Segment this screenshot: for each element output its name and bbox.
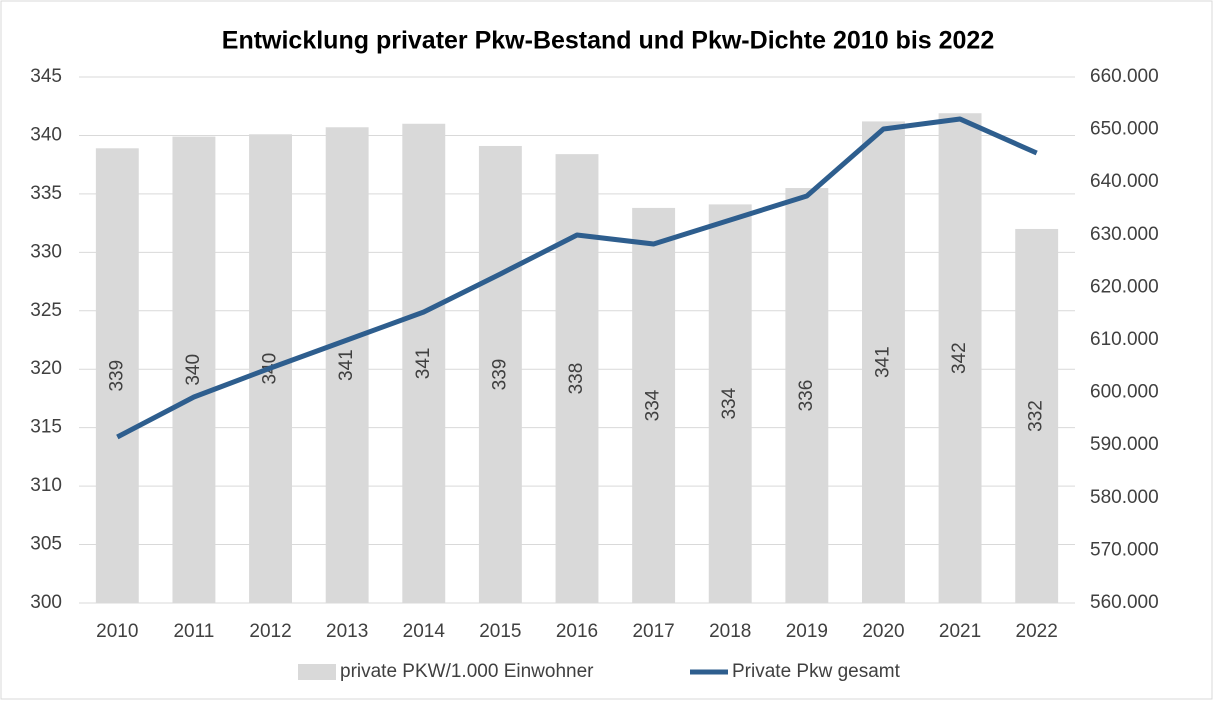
x-tick-label: 2014 bbox=[403, 621, 446, 642]
bar-value-label: 341 bbox=[872, 346, 893, 378]
legend-swatch bbox=[298, 664, 336, 680]
x-tick-label: 2021 bbox=[939, 621, 981, 642]
y2-tick-label: 640.000 bbox=[1090, 171, 1159, 192]
bar bbox=[1015, 228, 1059, 603]
x-tick-label: 2020 bbox=[862, 621, 904, 642]
bar-value-label: 334 bbox=[643, 389, 664, 421]
bar-value-label: 339 bbox=[106, 360, 127, 392]
bar bbox=[632, 207, 676, 603]
bar-value-label: 341 bbox=[413, 348, 434, 380]
bar bbox=[708, 204, 752, 604]
y2-tick-label: 620.000 bbox=[1090, 276, 1159, 297]
bar-value-label: 339 bbox=[489, 359, 510, 391]
x-tick-label: 2022 bbox=[1016, 621, 1058, 642]
x-tick-label: 2011 bbox=[173, 621, 214, 642]
y2-tick-label: 590.000 bbox=[1090, 434, 1159, 455]
legend-label: Private Pkw gesamt bbox=[732, 661, 901, 682]
bar-value-label: 334 bbox=[719, 387, 740, 419]
bar bbox=[862, 121, 905, 603]
x-tick-label: 2013 bbox=[326, 621, 368, 642]
x-tick-label: 2019 bbox=[786, 621, 828, 642]
bar-value-label: 340 bbox=[183, 354, 204, 386]
y-tick-label: 300 bbox=[30, 592, 62, 613]
y2-tick-label: 610.000 bbox=[1090, 329, 1159, 350]
y-tick-label: 340 bbox=[30, 124, 62, 145]
y2-tick-label: 600.000 bbox=[1090, 382, 1159, 403]
x-tick-label: 2018 bbox=[709, 621, 751, 642]
bar-value-label: 342 bbox=[949, 342, 970, 374]
y2-tick-label: 570.000 bbox=[1090, 539, 1159, 560]
bar bbox=[402, 123, 446, 603]
y-tick-label: 310 bbox=[30, 475, 62, 496]
x-tick-label: 2016 bbox=[556, 621, 598, 642]
y-tick-label: 305 bbox=[30, 534, 62, 555]
y2-tick-label: 650.000 bbox=[1090, 119, 1159, 140]
y-tick-label: 330 bbox=[30, 241, 62, 262]
legend-label: private PKW/1.000 Einwohner bbox=[340, 661, 594, 682]
bar bbox=[555, 154, 599, 603]
y-tick-label: 345 bbox=[30, 66, 62, 87]
y2-tick-label: 580.000 bbox=[1090, 487, 1159, 508]
y-tick-label: 335 bbox=[30, 183, 62, 204]
bar-value-label: 332 bbox=[1026, 400, 1047, 432]
chart-title: Entwicklung privater Pkw-Bestand und Pkw… bbox=[222, 27, 994, 55]
line-series bbox=[116, 116, 1038, 440]
bar-value-label: 336 bbox=[796, 380, 817, 412]
x-tick-label: 2017 bbox=[632, 621, 674, 642]
bar bbox=[95, 148, 139, 603]
bar bbox=[325, 127, 369, 604]
y2-tick-label: 630.000 bbox=[1090, 224, 1159, 245]
y2-tick-label: 560.000 bbox=[1090, 592, 1159, 613]
y-tick-label: 320 bbox=[30, 358, 62, 379]
bar-value-label: 338 bbox=[566, 363, 587, 395]
bar bbox=[478, 145, 522, 603]
y-tick-label: 315 bbox=[30, 417, 62, 438]
bar bbox=[172, 136, 216, 603]
x-tick-label: 2012 bbox=[249, 621, 291, 642]
bar-value-label: 341 bbox=[336, 349, 357, 381]
y-tick-label: 325 bbox=[30, 300, 62, 321]
x-tick-label: 2015 bbox=[479, 621, 521, 642]
bar bbox=[938, 113, 982, 603]
bar bbox=[785, 188, 829, 604]
y2-tick-label: 660.000 bbox=[1090, 66, 1159, 87]
x-tick-label: 2010 bbox=[96, 621, 138, 642]
